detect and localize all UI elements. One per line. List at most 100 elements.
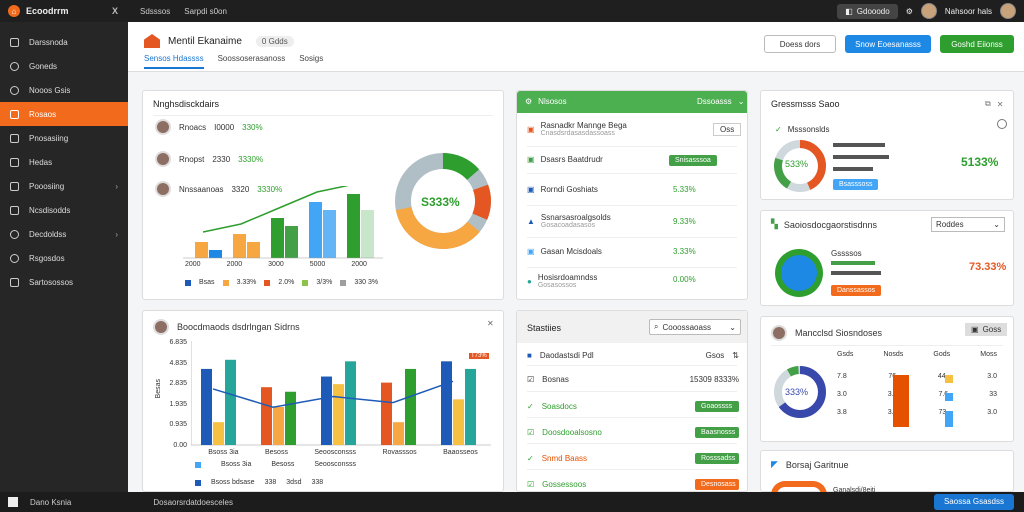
list-item[interactable]: ✓ Soasdocs Goaossss xyxy=(527,401,739,412)
bar xyxy=(381,382,392,445)
tag-label: T73% xyxy=(469,353,489,359)
tick-label: 6.835 xyxy=(169,339,187,346)
sidebar-item[interactable]: Pooosiing › xyxy=(0,174,128,198)
list-item[interactable]: ☑ Gossessoos Desnosass xyxy=(527,479,739,490)
progress-card: Gressmsss Saoo ⧉ ✕ ✓ Msssonslds 533% Bsass… xyxy=(760,90,1014,200)
sidebar-item[interactable]: Darssnoda xyxy=(0,30,128,54)
list-item[interactable]: ▣ Rorndi Goshiats xyxy=(527,185,598,194)
list-item[interactable]: ✓ Snmd Baass Rosssadss xyxy=(527,453,739,464)
chart-legend: Bsas 3.33% 2.0% 3/3% 330 3% xyxy=(185,279,378,286)
sidebar-item[interactable]: Pnosasiing xyxy=(0,126,128,150)
card-title: Nlsosos xyxy=(538,97,567,106)
notifications-pill[interactable]: ◧ Gdooodo xyxy=(837,3,898,19)
sidebar-item[interactable]: Sartosossos xyxy=(0,270,128,294)
tick-label: 2000 xyxy=(185,261,201,268)
circle-icon: ● xyxy=(527,276,532,286)
card-title: Boocdmaods dsdrlngan Sidrns xyxy=(177,322,300,332)
avatar[interactable] xyxy=(920,3,937,19)
sidebar-item[interactable]: Decdoldss › xyxy=(0,222,128,246)
sidebar-item[interactable]: Hedas xyxy=(0,150,128,174)
list-item[interactable]: ● Hosisrdoamndss Gosasossos xyxy=(527,273,598,289)
list-item[interactable]: ▣ Gasan Mcisdoals xyxy=(527,247,602,256)
close-icon[interactable]: X xyxy=(111,6,118,16)
table-card: Mancclsd Siosndoses ▣ Goss Gsds Nosds Gods M… xyxy=(760,316,1014,442)
sidebar-item[interactable]: Nooos Gsis xyxy=(0,78,128,102)
sidebar-item[interactable]: Rsgosdos xyxy=(0,246,128,270)
donut-label: 333% xyxy=(785,387,809,397)
person-row[interactable]: Rnopst 2330 3330% xyxy=(155,151,263,167)
tab-sensos[interactable]: Sensos Hdassss xyxy=(144,54,204,69)
list-item[interactable]: ▣ Dsasrs Baatdrudr xyxy=(527,155,603,164)
tab-soossoser[interactable]: Soossoserasanoss xyxy=(217,54,286,63)
bar-mark xyxy=(945,411,953,427)
person-row[interactable]: Rnoacs I0000 330% xyxy=(155,119,263,135)
status-bar: Dano Ksnia Dosaorsrdatdoesceles xyxy=(0,492,1024,512)
card-title: Gressmsss Saoo xyxy=(771,99,840,109)
status-badge: Goaossss xyxy=(695,401,739,412)
list-item[interactable]: ☑ Bosnas 15309 8333% xyxy=(527,375,739,384)
twitter-icon: ◤ xyxy=(771,459,778,469)
list-item[interactable]: ■ Daodastsdi Pdl Gsos ⇅ xyxy=(527,351,739,360)
bar xyxy=(393,422,404,445)
bar-line-chart xyxy=(183,186,383,259)
small-button[interactable]: Oss xyxy=(713,123,742,136)
image-icon: ▣ xyxy=(527,247,535,256)
avatar[interactable] xyxy=(1000,3,1016,19)
filter-button[interactable]: ▣ Goss xyxy=(965,323,1008,336)
primary-green-button[interactable]: Goshd Eiionss xyxy=(940,35,1014,53)
responses-icon xyxy=(10,253,19,263)
row-value: 3.33% xyxy=(673,247,696,256)
top-menu-item[interactable]: Sarpdi s0on xyxy=(184,6,227,16)
tick-label: 2000 xyxy=(226,261,243,268)
top-menu-item[interactable]: Sdsssos xyxy=(140,6,171,16)
primary-blue-button[interactable]: Snow Eoesanasss xyxy=(845,35,931,53)
bar-chart-card: Boocdmaods dsdrlngan Sidrns ✕ Besas 6.83… xyxy=(142,310,504,492)
progress-button[interactable]: Bsasssoss xyxy=(833,179,879,190)
sidebar-item[interactable]: Ncsdisodds xyxy=(0,198,128,222)
grid-icon[interactable] xyxy=(8,497,18,507)
row-value: 0.00% xyxy=(673,275,696,284)
bar xyxy=(209,250,222,258)
bar xyxy=(345,361,356,445)
secondary-button[interactable]: Doess dors xyxy=(764,35,836,53)
card-title: Saoiosdocgaorstisdnns xyxy=(783,219,877,230)
decode-icon xyxy=(10,229,19,239)
search-input[interactable]: ⌕ Cooossaoass ⌄ xyxy=(649,319,741,335)
cards-icon xyxy=(10,205,19,215)
bar xyxy=(247,242,260,258)
page-title: Mentil Ekanaime xyxy=(168,35,242,47)
table-row: 3.83.3733.0 xyxy=(837,409,997,416)
dropdown[interactable]: Dssoasss ⌄ xyxy=(697,97,745,106)
info-icon[interactable] xyxy=(997,119,1007,129)
help-button[interactable]: Saossa Gsasdss xyxy=(933,494,1014,510)
tick-label: 0.935 xyxy=(169,421,187,429)
list-card: ⚙ Nlsosos Dssoasss ⌄ ▣ Rasnadkr Mannge Bega… xyxy=(516,90,748,300)
tab-sosigs[interactable]: Sosigs xyxy=(299,54,324,63)
overview-card: Nnghsdisckdairs Rnoacs I0000 330% Rnopst 23… xyxy=(142,90,504,300)
sidebar-item-active[interactable]: Rosaos xyxy=(0,102,128,126)
person-row[interactable]: Nnssaanoas 3320 3330% xyxy=(155,181,282,197)
user-name[interactable]: Nahsoor hals xyxy=(944,6,992,16)
card-title: Mancclsd Siosndoses xyxy=(795,328,883,338)
settings-icon[interactable]: ⚙ xyxy=(905,6,913,16)
donut-chart xyxy=(774,366,826,418)
list-item[interactable]: ☑ Doosdooalsosno Baasnosss xyxy=(527,427,739,438)
card-title: Stastiies xyxy=(527,323,562,333)
progress-donut xyxy=(774,139,826,192)
bar xyxy=(233,234,246,258)
bar xyxy=(465,368,476,445)
close-icon[interactable]: ✕ xyxy=(487,319,494,328)
row-value: 9.33% xyxy=(673,217,696,226)
bar-mark xyxy=(945,393,953,401)
list-item[interactable]: ▲ Ssnarsasroalgsolds Gosacoadasasos xyxy=(527,213,611,229)
bar xyxy=(347,194,360,258)
app-logo[interactable]: ⌂ Ecoodrrm X xyxy=(0,0,128,22)
sidebar-item[interactable]: Goneds xyxy=(0,54,128,78)
donut-chart xyxy=(395,153,491,249)
list-item[interactable]: ▣ Rasnadkr Mannge Bega Cnasdsrdasasdassoas… xyxy=(527,121,627,137)
bar xyxy=(333,384,344,445)
dropdown[interactable]: Roddes ⌄ xyxy=(931,217,1005,232)
action-button[interactable]: Danssassos xyxy=(831,285,882,296)
donut-label: 533% xyxy=(785,159,809,169)
avatar xyxy=(155,119,171,135)
